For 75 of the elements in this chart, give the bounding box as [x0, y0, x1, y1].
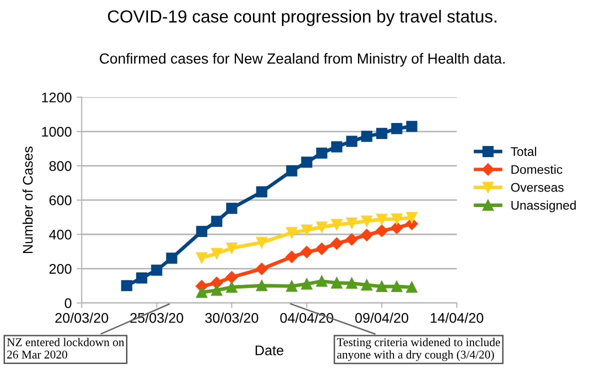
point	[376, 128, 388, 139]
chart-subtitle: Confirmed cases for New Zealand from Ministry of Health data.	[100, 53, 505, 67]
text: Testing criteria widened to include anyone with a dry cough (3/4/20)	[336, 338, 500, 362]
y-tick-label: 800	[49, 161, 72, 171]
legend-label: Total	[510, 146, 536, 156]
point	[316, 221, 328, 233]
legend-label: Unassigned	[511, 200, 576, 212]
y-tick-label: 600	[49, 195, 72, 206]
point	[346, 136, 358, 147]
point	[376, 224, 388, 237]
point	[286, 165, 298, 176]
point	[211, 284, 222, 296]
point	[316, 276, 328, 287]
point	[360, 228, 373, 242]
point	[151, 264, 162, 276]
point	[316, 148, 328, 159]
chart-title: COVID-19 case count progression by travel status.	[108, 10, 496, 26]
point	[196, 226, 208, 238]
point	[300, 246, 313, 258]
y-tick-label: 0	[64, 298, 72, 308]
point	[121, 280, 132, 292]
legend-label: Domestic	[512, 164, 562, 174]
point	[136, 272, 148, 284]
point	[390, 222, 403, 234]
point	[330, 237, 343, 250]
point	[286, 227, 298, 238]
point	[256, 186, 268, 198]
point	[301, 224, 312, 236]
point	[361, 130, 372, 142]
point	[196, 252, 208, 264]
point	[346, 278, 358, 289]
y-tick-label: 1000	[42, 126, 72, 137]
point	[361, 279, 372, 290]
point	[226, 242, 238, 254]
point	[256, 236, 268, 248]
point	[226, 282, 238, 293]
point	[331, 219, 342, 230]
point	[286, 250, 298, 263]
point	[301, 278, 312, 290]
point	[376, 280, 388, 292]
point	[226, 202, 238, 214]
point	[391, 123, 402, 134]
point	[331, 141, 342, 152]
point	[226, 271, 238, 284]
point	[346, 218, 358, 229]
x-tick-label: 30/03/20	[205, 312, 258, 323]
point	[406, 120, 418, 132]
x-tick-label: 04/04/20	[280, 312, 334, 323]
point	[406, 212, 418, 224]
point	[361, 215, 372, 227]
point	[346, 233, 358, 246]
x-tick-label: 14/04/20	[430, 312, 484, 323]
y-axis-title: Number of Cases	[22, 146, 33, 253]
point	[331, 277, 342, 288]
point	[211, 216, 222, 227]
legend-label: Overseas	[511, 182, 564, 192]
point	[376, 214, 388, 225]
point	[256, 262, 268, 275]
y-tick-label: 200	[49, 264, 72, 274]
x-tick-label: 09/04/20	[355, 312, 408, 323]
point	[166, 252, 178, 264]
y-tick-label: 400	[49, 230, 72, 240]
point	[286, 280, 298, 292]
text: NZ entered lockdown on 26 Mar 2020	[6, 338, 124, 359]
point	[391, 280, 402, 292]
point	[391, 213, 402, 224]
point	[196, 286, 208, 298]
point	[256, 280, 268, 292]
y-tick-label: 1200	[42, 92, 72, 102]
point	[316, 242, 328, 255]
point	[301, 156, 312, 168]
point	[211, 248, 222, 259]
x-axis-title: Date	[256, 346, 284, 356]
point	[406, 282, 418, 293]
x-tick-label: 20/03/20	[55, 312, 108, 323]
